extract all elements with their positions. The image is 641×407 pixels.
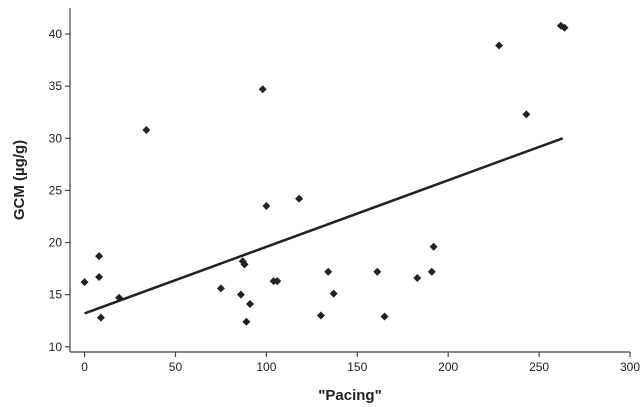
axes [69, 8, 630, 353]
x-tick-label: 200 [438, 360, 458, 374]
data-point [413, 273, 422, 282]
data-point [295, 194, 304, 203]
data-point [495, 41, 504, 50]
y-tick-label: 30 [49, 131, 63, 145]
y-axis-title: GCM (µg/g) [11, 140, 28, 220]
data-point [329, 289, 338, 298]
data-point [96, 313, 105, 322]
data-point [324, 267, 333, 276]
data-point [380, 312, 389, 321]
data-points [80, 21, 569, 326]
y-tick-label: 35 [49, 79, 63, 93]
x-tick-label: 50 [169, 360, 183, 374]
data-point [246, 300, 254, 309]
data-point [522, 110, 531, 119]
data-point [560, 23, 569, 32]
y-ticks: 10 15 20 25 30 35 40 [49, 27, 70, 354]
data-point [258, 85, 267, 94]
data-point [427, 267, 436, 276]
x-tick-label: 0 [81, 360, 88, 374]
x-axis-title: "Pacing" [318, 387, 381, 404]
y-tick-label: 15 [49, 288, 63, 302]
data-point [429, 242, 438, 251]
data-point [273, 277, 282, 286]
y-tick-label: 25 [49, 183, 63, 197]
data-point [242, 317, 251, 326]
x-tick-label: 100 [256, 360, 276, 374]
data-point [262, 202, 271, 211]
data-point [95, 272, 104, 281]
data-point [95, 252, 104, 261]
x-tick-label: 250 [529, 360, 549, 374]
data-point [115, 293, 124, 302]
y-tick-label: 40 [49, 27, 63, 41]
x-tick-label: 300 [620, 360, 640, 374]
y-tick-label: 20 [49, 236, 63, 250]
x-ticks: 0 50 100 150 200 250 300 [81, 352, 640, 374]
data-point [240, 260, 249, 269]
y-tick-label: 10 [49, 340, 63, 354]
x-tick-label: 150 [347, 360, 367, 374]
data-point [216, 284, 225, 293]
regression-line [84, 137, 564, 315]
data-point [236, 290, 245, 299]
data-point [80, 278, 89, 287]
data-point [316, 311, 325, 320]
data-point [142, 125, 151, 134]
data-point [373, 267, 382, 276]
